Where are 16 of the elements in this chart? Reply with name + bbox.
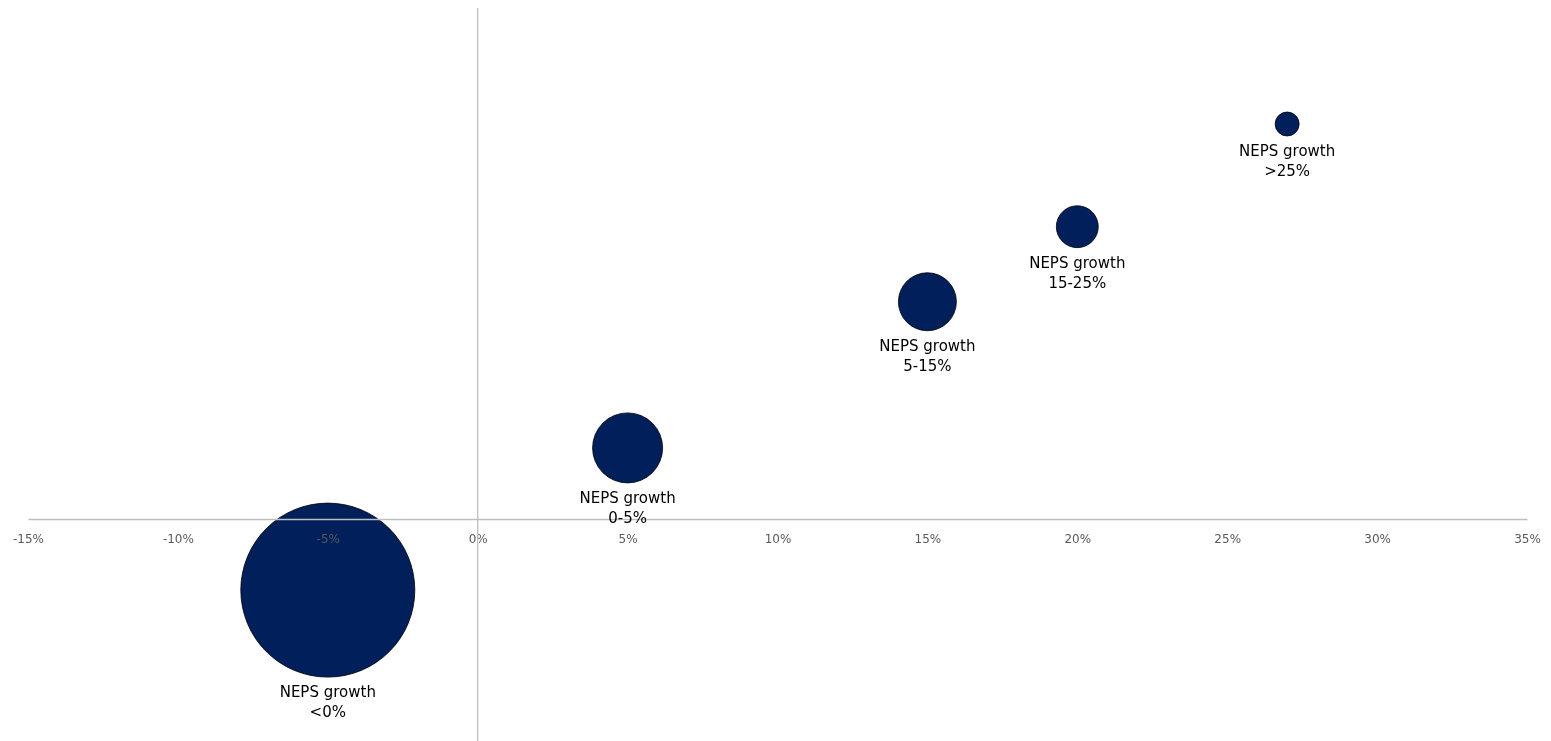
x-tick-label: 25% [1214, 531, 1242, 546]
x-tick-label: 10% [764, 531, 792, 546]
x-tick-label: 30% [1364, 531, 1391, 546]
x-tick-label: 35% [1514, 531, 1541, 546]
annotation: NEPS growth 0-5% [579, 488, 676, 527]
x-tick-label: 0% [468, 531, 488, 546]
annotation: NEPS growth >25% [1239, 141, 1336, 180]
x-tick-label: -15% [12, 531, 45, 546]
x-tick-label: 5% [618, 531, 638, 546]
x-tick-label: 20% [1064, 531, 1092, 546]
x-tick-label: -5% [316, 531, 340, 546]
text: NEPS growth <0% [279, 683, 376, 722]
annotation: NEPS growth 5-15% [879, 336, 976, 375]
x-tick-label: -10% [162, 531, 194, 546]
annotation: NEPS growth 15-25% [1029, 253, 1126, 292]
x-tick-label: 15% [914, 531, 942, 546]
